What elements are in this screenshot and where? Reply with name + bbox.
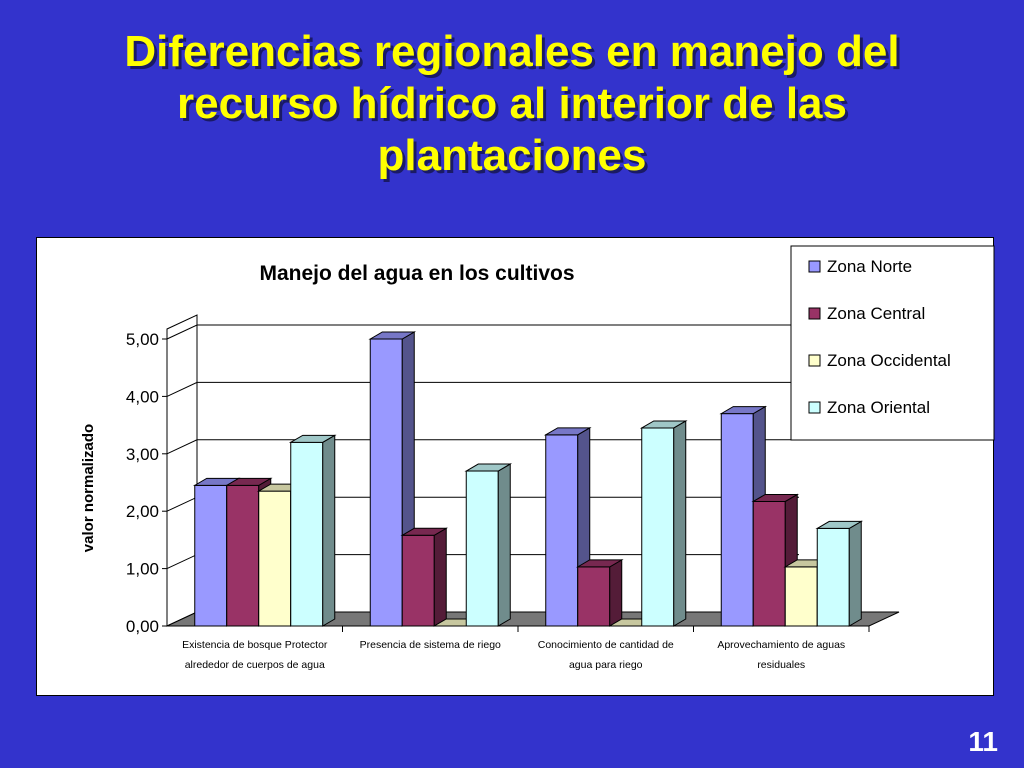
bar-top — [719, 406, 768, 415]
x-tick-label: Existencia de bosque Protector — [182, 639, 328, 651]
slide-title-line-1: Diferencias regionales en manejo del — [124, 27, 900, 76]
bar-side — [433, 527, 447, 627]
y-tick-label: 1,00 — [126, 560, 159, 579]
gridline — [166, 324, 799, 340]
bar — [784, 566, 818, 627]
bar-top — [575, 559, 624, 568]
page-number: 11 — [968, 726, 998, 757]
bar-top — [815, 520, 864, 529]
bar — [816, 527, 850, 627]
bar-top — [751, 493, 800, 502]
bar — [194, 484, 228, 627]
gridline — [166, 381, 799, 397]
legend-swatch — [808, 354, 821, 367]
legend-label: Zona Occidental — [827, 351, 951, 370]
slide-title-line-2: recurso hídrico al interior de las — [177, 79, 847, 128]
chart-frame: 0,00 1,00 2,00 3,00 4,00 5,00 valor normalizad… — [36, 237, 995, 696]
bar — [641, 427, 675, 627]
bar-top — [368, 331, 417, 340]
chart-title: Manejo del agua en los cultivos — [259, 262, 574, 285]
bar-side — [673, 420, 687, 627]
bar — [545, 434, 579, 627]
bar — [290, 441, 324, 627]
legend-box — [790, 245, 995, 441]
bar — [577, 566, 611, 627]
legend-swatch — [808, 260, 821, 273]
y-tick-label: 4,00 — [126, 387, 159, 406]
x-tick-label: agua para riego — [569, 659, 643, 671]
bar-chart: 0,00 1,00 2,00 3,00 4,00 5,00 valor normalizad… — [80, 245, 995, 671]
bar-top — [224, 477, 273, 486]
chart-side-wall — [166, 314, 198, 627]
bar — [401, 534, 435, 627]
legend-swatch — [808, 307, 821, 320]
bar — [369, 338, 403, 627]
bar-top — [400, 527, 449, 536]
bar-side — [497, 463, 511, 627]
bar-top — [543, 427, 592, 436]
bar — [226, 484, 260, 627]
bar-side — [322, 434, 336, 627]
slide-title-line-3: plantaciones — [377, 131, 647, 180]
bar — [752, 500, 786, 627]
slide-title: Diferencias regionales en manejo del rec… — [0, 26, 1024, 182]
bar-side — [848, 520, 862, 627]
bar-top — [288, 434, 337, 443]
y-tick-label: 5,00 — [126, 330, 159, 349]
bar-side — [609, 559, 623, 627]
bar-top — [464, 463, 513, 472]
y-tick-label: 0,00 — [126, 617, 159, 636]
x-tick-label: Aprovechamiento de aguas — [717, 639, 845, 651]
bar-top — [639, 420, 688, 429]
x-tick-label: residuales — [757, 659, 805, 671]
x-tick-label: Presencia de sistema de riego — [360, 639, 501, 651]
legend-label: Zona Norte — [827, 257, 912, 276]
bar — [258, 490, 292, 627]
bar — [720, 413, 754, 627]
legend-label: Zona Central — [827, 304, 925, 323]
y-tick-label: 2,00 — [126, 502, 159, 521]
legend-label: Zona Oriental — [827, 398, 930, 417]
x-tick-label: alrededor de cuerpos de agua — [185, 659, 325, 671]
bar — [465, 470, 499, 627]
gridline — [166, 439, 799, 455]
y-tick-label: 3,00 — [126, 445, 159, 464]
legend-swatch — [808, 401, 821, 414]
x-tick-label: Conocimiento de cantidad de — [538, 639, 674, 651]
y-axis-label: valor normalizado — [80, 424, 97, 552]
